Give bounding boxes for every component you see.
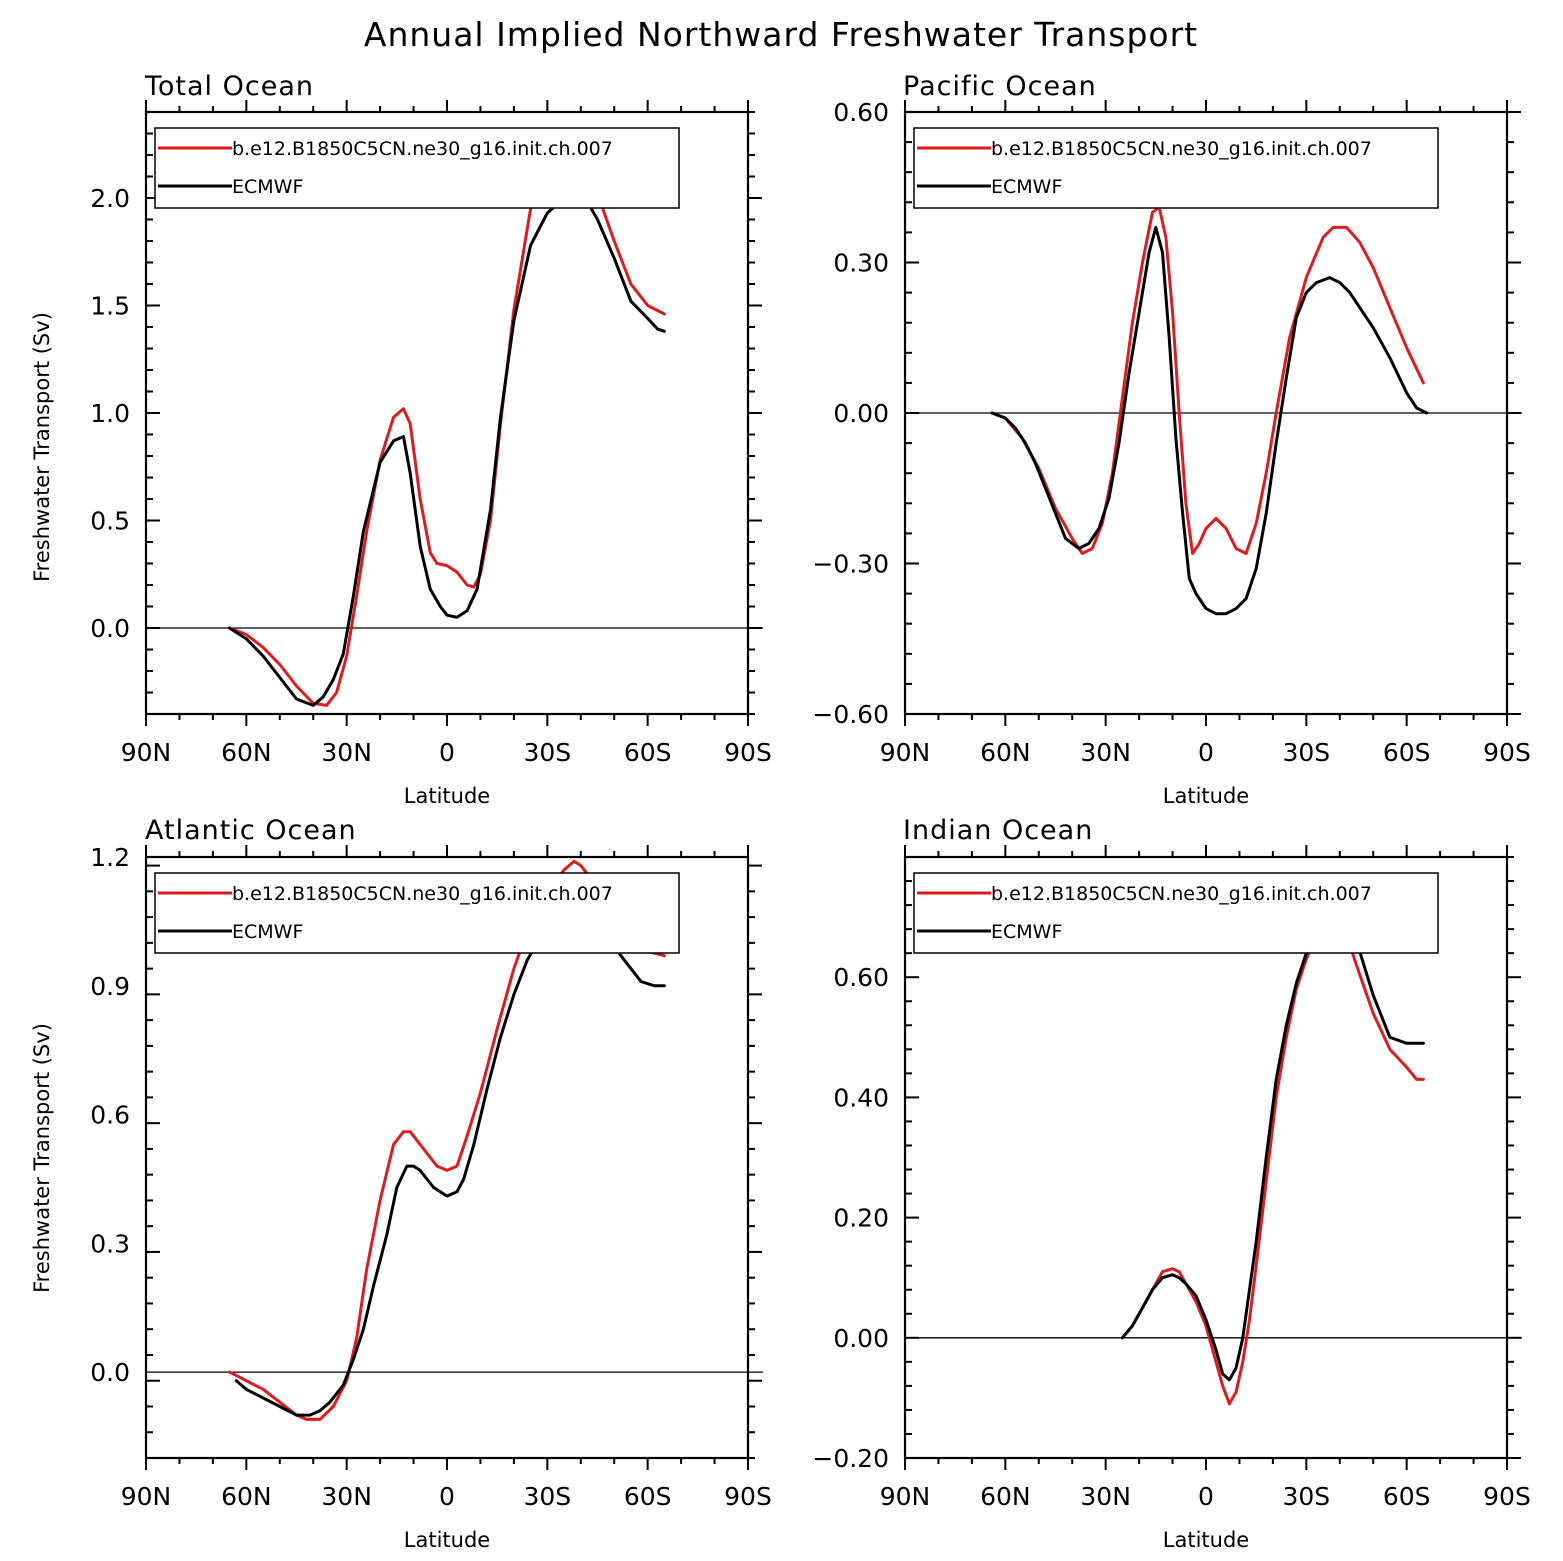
x-axis-label: Latitude (1163, 1528, 1249, 1552)
legend-label: ECMWF (232, 176, 303, 198)
x-tick-label: 0 (1198, 738, 1214, 767)
plot-area: 90N 60N 30N 0 30S 60S 90S 0.0 0.5 1.0 1.5 2.0 b.e12.… (90, 100, 772, 767)
legend-label: b.e12.B1850C5CN.ne30_g16.init.ch.007 (232, 883, 613, 905)
y-tick-label: 0.3 (90, 1229, 130, 1258)
series-line-model (990, 205, 1425, 555)
legend-label: b.e12.B1850C5CN.ne30_g16.init.ch.007 (991, 883, 1372, 905)
x-tick-label: 30S (523, 1482, 571, 1511)
y-tick-label: 0.00 (833, 399, 889, 428)
x-tick-label: 30N (321, 1482, 372, 1511)
x-tick-label: 60N (980, 1482, 1031, 1511)
plot-area: 90N 60N 30N 0 30S 60S 90S 0.0 0.3 0.6 0.9 1.2 b.e12.… (90, 843, 772, 1511)
x-tick-label: 60S (1383, 738, 1431, 767)
y-tick-label: 0.40 (833, 1083, 889, 1112)
x-tick-label: 30S (1282, 1482, 1330, 1511)
plot-area: 90N 60N 30N 0 30S 60S 90S −0.60 −0.30 0.00 0.30 0.6… (812, 98, 1530, 767)
x-tick-label: 90N (880, 1482, 931, 1511)
x-tick-label: 60S (624, 738, 672, 767)
y-tick-label: 0.0 (90, 1358, 130, 1387)
x-tick-label: 90N (121, 738, 172, 767)
y-tick-label: 0.9 (90, 972, 130, 1001)
series-line-ecmwf (990, 225, 1429, 616)
x-tick-label: 60N (221, 1482, 272, 1511)
y-tick-label: 0.60 (833, 98, 889, 127)
x-tick-label: 90N (880, 738, 931, 767)
x-axis-label: Latitude (1163, 784, 1249, 808)
y-tick-label: 2.0 (90, 184, 130, 213)
x-tick-label: 0 (439, 738, 455, 767)
x-tick-label: 30S (523, 738, 571, 767)
x-tick-label: 0 (1198, 1482, 1214, 1511)
legend-label: ECMWF (991, 176, 1062, 198)
x-tick-label: 60S (1383, 1482, 1431, 1511)
y-axis-label: Freshwater Transport (Sv) (30, 1023, 54, 1293)
legend-box (913, 872, 1439, 954)
x-axis-label: Latitude (404, 1528, 490, 1552)
y-tick-label: 1.5 (90, 292, 130, 321)
x-axis-label: Latitude (404, 784, 490, 808)
x-tick-label: 30N (1080, 1482, 1131, 1511)
x-tick-label: 60N (980, 738, 1031, 767)
y-tick-label: 0.20 (833, 1204, 889, 1233)
series-line-ecmwf (1120, 909, 1425, 1382)
plot-area: 90N 60N 30N 0 30S 60S 90S −0.20 0.00 0.20 0.40 0.60… (812, 845, 1531, 1511)
panel-title: Pacific Ocean (903, 71, 1097, 102)
x-tick-label: 60N (221, 738, 272, 767)
legend-box (154, 127, 680, 209)
y-tick-label: −0.20 (812, 1444, 889, 1473)
legend-box (154, 872, 680, 954)
y-tick-label: 0.00 (833, 1324, 889, 1353)
panel-indian-ocean: Indian Ocean Latitude 90N 60N 30N 0 30S 60S 90… (812, 815, 1530, 1552)
legend-label: ECMWF (991, 921, 1062, 943)
legend-label: ECMWF (232, 921, 303, 943)
y-tick-label: 1.0 (90, 399, 130, 428)
legend: b.e12.B1850C5CN.ne30_g16.init.ch.007 ECMW… (913, 872, 1439, 954)
panel-total-ocean: Total Ocean Freshwater Transport (Sv) La… (30, 71, 772, 808)
x-tick-label: 90S (1483, 1482, 1531, 1511)
series-line-model (1120, 915, 1425, 1406)
legend-box (913, 127, 1439, 209)
x-tick-label: 90S (1483, 738, 1531, 767)
panel-atlantic-ocean: Atlantic Ocean Freshwater Transport (Sv)… (30, 815, 772, 1552)
legend: b.e12.B1850C5CN.ne30_g16.init.ch.007 ECMW… (913, 127, 1439, 209)
figure-title: Annual Implied Northward Freshwater Tran… (364, 15, 1198, 54)
legend: b.e12.B1850C5CN.ne30_g16.init.ch.007 ECMW… (154, 127, 680, 209)
panel-title: Indian Ocean (903, 815, 1093, 846)
x-tick-label: 30N (321, 738, 372, 767)
x-tick-label: 30S (1282, 738, 1330, 767)
y-tick-label: 0.6 (90, 1101, 130, 1130)
y-tick-label: 1.2 (90, 843, 130, 872)
series-line-ecmwf (228, 194, 666, 707)
x-tick-label: 90S (724, 1482, 772, 1511)
legend: b.e12.B1850C5CN.ne30_g16.init.ch.007 ECMW… (154, 872, 680, 954)
y-axis-label: Freshwater Transport (Sv) (30, 312, 54, 582)
x-tick-label: 90N (121, 1482, 172, 1511)
y-tick-label: 0.5 (90, 507, 130, 536)
y-tick-label: −0.30 (812, 550, 889, 579)
panel-title: Total Ocean (144, 71, 314, 102)
series-line-model (228, 859, 666, 1421)
x-tick-label: 90S (724, 738, 772, 767)
y-tick-label: 0.0 (90, 614, 130, 643)
x-tick-label: 60S (624, 1482, 672, 1511)
legend-label: b.e12.B1850C5CN.ne30_g16.init.ch.007 (991, 138, 1372, 160)
y-tick-label: 0.30 (833, 249, 889, 278)
x-tick-label: 0 (439, 1482, 455, 1511)
y-tick-label: 0.60 (833, 963, 889, 992)
y-tick-label: −0.60 (812, 700, 889, 729)
x-tick-label: 30N (1080, 738, 1131, 767)
legend-label: b.e12.B1850C5CN.ne30_g16.init.ch.007 (232, 138, 613, 160)
panel-pacific-ocean: Pacific Ocean Latitude 90N 60N 30N 0 30S 60S 9… (812, 71, 1530, 808)
panel-title: Atlantic Ocean (145, 815, 357, 846)
